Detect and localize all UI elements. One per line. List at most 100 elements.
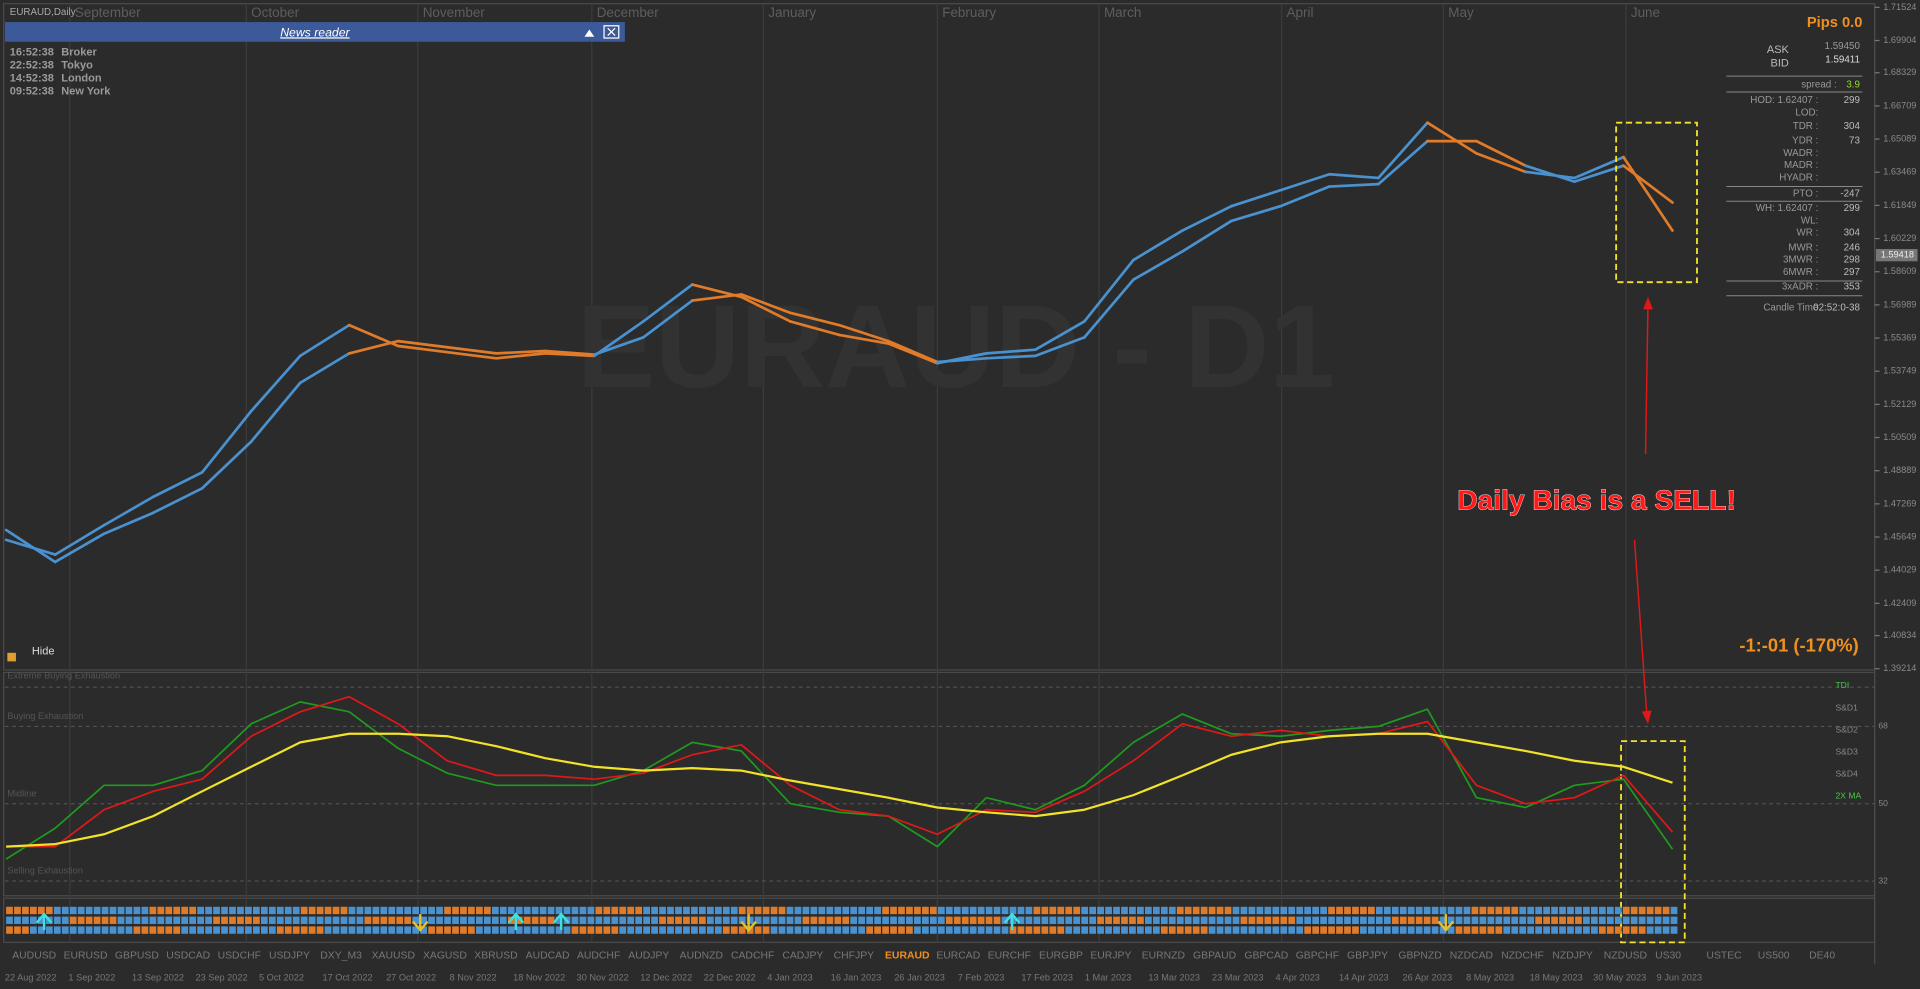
signal-cell: [1033, 916, 1041, 924]
symbol-tab[interactable]: USDJPY: [269, 951, 310, 962]
symbol-tab[interactable]: USDCAD: [166, 951, 210, 962]
signal-cell: [523, 926, 531, 934]
hide-button[interactable]: Hide: [32, 645, 55, 657]
signal-cell: [651, 916, 658, 924]
symbol-tab[interactable]: AUDNZD: [680, 951, 724, 962]
symbol-tab[interactable]: GBPJPY: [1347, 951, 1388, 962]
signal-cell: [1622, 906, 1630, 915]
signal-cell: [276, 906, 284, 915]
month-label: September: [75, 5, 141, 20]
signal-cell: [1145, 926, 1152, 934]
legend-entry: S&D2: [1835, 724, 1858, 734]
symbol-tab[interactable]: XBRUSD: [474, 951, 518, 962]
moving-average: [1524, 164, 1576, 183]
symbol-tab[interactable]: GBPCHF: [1296, 951, 1339, 962]
signal-cell: [1503, 926, 1511, 934]
signal-cell: [109, 926, 117, 934]
symbol-tab[interactable]: USTEC: [1706, 951, 1742, 962]
symbol-tab[interactable]: CHFJPY: [834, 951, 875, 962]
symbol-tab[interactable]: XAUUSD: [372, 951, 416, 962]
symbol-tab[interactable]: NZDCAD: [1450, 951, 1494, 962]
symbol-tab[interactable]: EURJPY: [1090, 951, 1131, 962]
symbol-tab[interactable]: NZDJPY: [1552, 951, 1593, 962]
highlight-box: [1615, 121, 1698, 284]
symbol-tab[interactable]: USDCHF: [218, 951, 261, 962]
signal-cell: [754, 926, 762, 934]
signal-cell: [1025, 906, 1033, 915]
moving-average: [494, 349, 547, 355]
symbol-tab[interactable]: CADJPY: [782, 951, 823, 962]
signal-cell: [61, 916, 69, 924]
symbol-tab[interactable]: GBPAUD: [1193, 951, 1237, 962]
symbol-tab[interactable]: AUDCHF: [577, 951, 620, 962]
signal-cell: [412, 916, 420, 924]
symbol-tab[interactable]: AUDJPY: [628, 951, 669, 962]
symbol-tab[interactable]: CADCHF: [731, 951, 774, 962]
symbol-tab[interactable]: AUDUSD: [12, 951, 56, 962]
symbol-tab[interactable]: US500: [1758, 951, 1790, 962]
signal-cell: [1423, 916, 1431, 924]
symbol-tab[interactable]: GBPCAD: [1244, 951, 1288, 962]
signal-arrow: [1003, 912, 1021, 931]
signal-cell: [1447, 926, 1455, 934]
moving-average: [592, 336, 645, 356]
signal-cell: [1041, 916, 1049, 924]
signal-cell: [61, 906, 69, 915]
symbol-tab[interactable]: EURCAD: [936, 951, 980, 962]
price-label: 1.53749: [1883, 366, 1916, 376]
moving-average: [151, 470, 204, 499]
symbol-tab[interactable]: EURUSD: [64, 951, 108, 962]
signal-cell: [181, 916, 189, 924]
collapse-icon[interactable]: [584, 29, 595, 37]
symbol-tab[interactable]: US30: [1655, 951, 1681, 962]
symbol-tab[interactable]: GBPNZD: [1398, 951, 1442, 962]
date-label: 13 Mar 2023: [1148, 972, 1200, 982]
signal-cell: [1575, 916, 1582, 924]
signal-cell: [786, 906, 794, 915]
symbol-tab[interactable]: EURCHF: [988, 951, 1031, 962]
moving-average: [837, 323, 890, 343]
signal-cell: [643, 926, 651, 934]
signal-cell: [874, 926, 881, 934]
signal-cell: [929, 906, 937, 915]
symbol-tab[interactable]: EURNZD: [1142, 951, 1186, 962]
signal-cell: [1296, 926, 1304, 934]
level-label: Midline: [7, 788, 36, 798]
date-label: 5 Oct 2022: [259, 972, 304, 982]
close-button[interactable]: [603, 25, 620, 39]
news-reader-bar[interactable]: [4, 22, 625, 42]
symbol-tab[interactable]: AUDCAD: [526, 951, 570, 962]
signal-cell: [245, 926, 252, 934]
signal-cell: [515, 926, 523, 934]
signal-cell: [810, 906, 818, 915]
symbol-tab[interactable]: GBPUSD: [115, 951, 159, 962]
symbol-tab[interactable]: NZDCHF: [1501, 951, 1544, 962]
symbol-tab[interactable]: EURGBP: [1039, 951, 1083, 962]
signal-cell: [523, 906, 531, 915]
signal-cell: [1200, 926, 1208, 934]
signal-cell: [563, 926, 571, 934]
symbol-tab[interactable]: EURAUD: [885, 951, 930, 962]
signal-cell: [842, 906, 850, 915]
signal-cell: [141, 916, 149, 924]
signal-cell: [356, 926, 364, 934]
hide-checkbox[interactable]: [7, 652, 16, 662]
signal-cell: [842, 916, 850, 924]
symbol-tab[interactable]: DE40: [1809, 951, 1835, 962]
news-reader-title[interactable]: News reader: [280, 25, 350, 39]
close-icon: [607, 27, 616, 37]
symbol-tab[interactable]: DXY_M3: [320, 951, 362, 962]
signal-cell: [1025, 926, 1033, 934]
signal-cell: [1057, 906, 1065, 915]
date-label: 1 Mar 2023: [1085, 972, 1131, 982]
signal-cell: [1670, 926, 1678, 934]
moving-average: [1230, 188, 1282, 208]
signal-cell: [818, 926, 826, 934]
month-label: March: [1104, 5, 1141, 20]
signal-cell: [1391, 916, 1399, 924]
symbol-tab[interactable]: XAGUSD: [423, 951, 467, 962]
legend-entry: TDI: [1835, 680, 1849, 690]
symbol-tab[interactable]: NZDUSD: [1604, 951, 1648, 962]
arrow-head: [1641, 710, 1652, 724]
signal-cell: [794, 926, 802, 934]
